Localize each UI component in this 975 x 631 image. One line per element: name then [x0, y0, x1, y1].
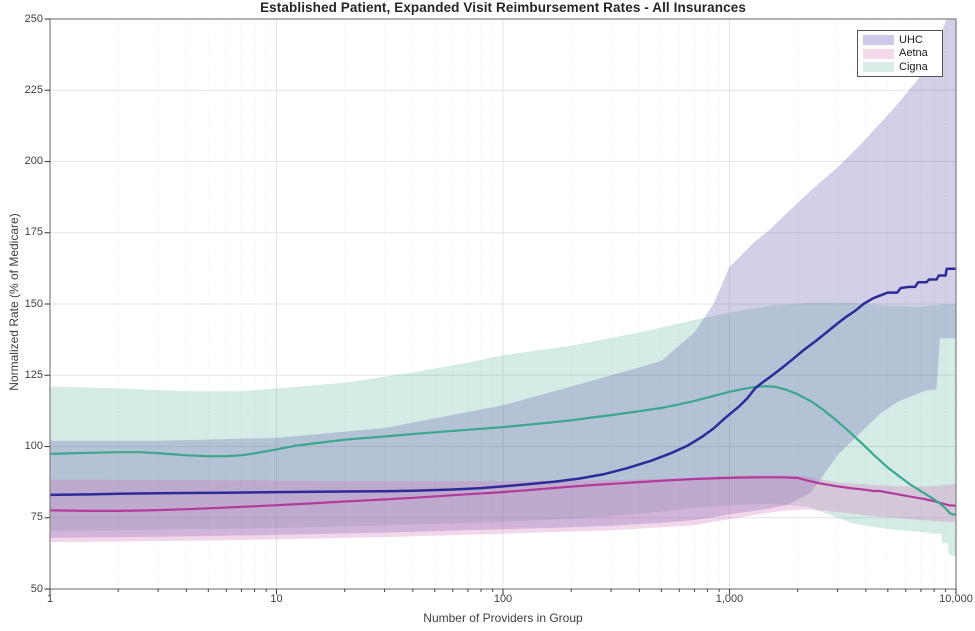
y-tick-label: 175 — [24, 226, 43, 239]
y-tick-label: 200 — [24, 155, 43, 167]
legend-item-cigna: Cigna — [863, 61, 942, 74]
y-tick-label: 75 — [30, 511, 43, 524]
legend-label-cigna: Cigna — [899, 60, 928, 73]
legend-item-aetna: Aetna — [863, 47, 942, 60]
y-tick-label: 125 — [24, 368, 43, 381]
line-aetna — [50, 476, 956, 512]
x-tick-label: 1,000 — [715, 593, 744, 605]
legend-swatch-uhc — [863, 35, 894, 45]
legend-label-aetna: Aetna — [899, 47, 928, 59]
legend-swatch-aetna — [863, 48, 894, 59]
y-tick-label: 225 — [24, 83, 43, 96]
band-uhc — [50, 19, 956, 538]
y-axis-label: Normalized Rate (% of Medicare) — [7, 213, 21, 391]
y-tick-label: 250 — [24, 12, 43, 25]
y-tick-label: 150 — [24, 297, 43, 310]
line-uhc — [50, 267, 956, 497]
legend: UHC Aetna Cigna — [857, 30, 943, 77]
x-tick-label: 10,000 — [939, 593, 973, 605]
legend-label-uhc: UHC — [899, 33, 923, 46]
x-tick-label: 100 — [493, 593, 513, 605]
legend-swatch-cigna — [863, 62, 894, 72]
x-tick-label: 1 — [46, 593, 54, 605]
chart-title: Established Patient, Expanded Visit Reim… — [260, 0, 746, 15]
y-tick-label: 100 — [24, 440, 43, 452]
legend-item-uhc: UHC — [863, 34, 942, 47]
line-cigna — [50, 385, 956, 516]
x-tick-label: 10 — [270, 593, 283, 605]
y-tick-label: 50 — [30, 582, 43, 595]
x-axis-label: Number of Providers in Group — [423, 611, 583, 625]
